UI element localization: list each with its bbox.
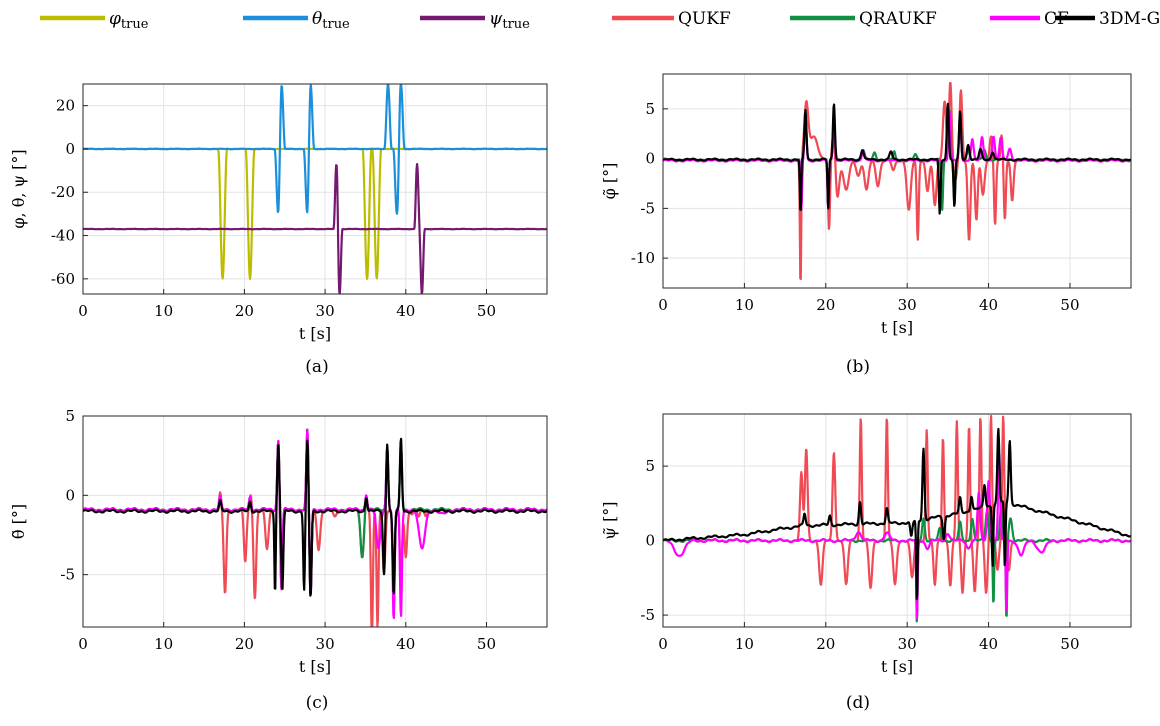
x-tick-label: 10	[154, 302, 173, 320]
x-tick-label: 20	[816, 635, 835, 653]
x-axis-label: t [s]	[881, 657, 913, 676]
legend-entry-QUKF: QUKF	[612, 9, 731, 29]
y-tick-label: 20	[56, 97, 75, 115]
panel-label: (b)	[846, 357, 870, 377]
legend-entry-phi_true: φtrue	[40, 9, 149, 32]
axes-frame	[82, 415, 548, 628]
chart-panel-a: 0 10 20 30 40 50 20 0 -20 -40 -60 t [s] φ, θ, ψ [°] (…	[9, 83, 548, 377]
y-tick-label: -60	[51, 270, 75, 288]
legend-label-QUKF: QUKF	[678, 9, 731, 29]
y-tick-label: -5	[60, 566, 75, 584]
x-tick-label: 0	[658, 296, 668, 314]
y-axis-label: ψ̃ [°]	[600, 501, 619, 539]
legend-entry-theta_true: θtrue	[243, 9, 350, 32]
y-tick-label: 5	[645, 100, 655, 118]
y-tick-label: 0	[645, 532, 655, 550]
legend-entry-GX1: 3DM-GX1	[1055, 9, 1160, 29]
y-tick-label: -10	[631, 249, 655, 267]
series-line-CF	[663, 452, 1131, 620]
x-axis-label: t [s]	[881, 318, 913, 337]
x-tick-label: 30	[316, 302, 335, 320]
legend-entry-psi_true: ψtrue	[420, 9, 530, 32]
axes-frame	[662, 413, 1132, 628]
x-tick-label: 40	[979, 635, 998, 653]
series-line-psi_true	[83, 162, 547, 294]
x-tick-label: 0	[78, 635, 88, 653]
x-tick-label: 50	[477, 635, 496, 653]
series-line-CF	[83, 428, 547, 620]
legend-entry-QRAUKF: QRAUKF	[790, 9, 937, 29]
plot-area	[663, 414, 1131, 627]
plot-area	[83, 84, 547, 294]
x-tick-label: 10	[735, 635, 754, 653]
legend-label-GX1: 3DM-GX1	[1099, 9, 1160, 29]
x-tick-label: 30	[316, 635, 335, 653]
x-tick-label: 50	[1060, 635, 1079, 653]
plot-area	[663, 74, 1131, 288]
x-tick-label: 0	[658, 635, 668, 653]
x-tick-label: 40	[979, 296, 998, 314]
y-tick-label: -5	[640, 199, 655, 217]
panel-label: (c)	[306, 693, 329, 713]
panel-label: (a)	[305, 357, 328, 377]
axes-frame	[662, 73, 1132, 289]
y-axis-label: θ̃ [°]	[9, 504, 28, 539]
series-group	[663, 414, 1131, 623]
x-tick-label: 50	[1060, 296, 1079, 314]
x-axis-label: t [s]	[299, 324, 331, 343]
series-line-GX1	[663, 102, 1131, 215]
y-axis-label: φ, θ, ψ [°]	[9, 149, 28, 228]
series-group	[663, 81, 1131, 281]
series-line-GX1	[663, 427, 1131, 600]
legend: φtrueθtrueψtrueQUKFQRAUKFCF3DM-GX1	[40, 9, 1160, 32]
series-group	[83, 84, 547, 294]
y-tick-label: 0	[645, 150, 655, 168]
legend-label-QRAUKF: QRAUKF	[859, 9, 937, 29]
y-tick-label: 5	[645, 457, 655, 475]
y-tick-label: -5	[640, 606, 655, 624]
y-axis-label: φ̃ [°]	[600, 163, 619, 200]
x-tick-label: 0	[78, 302, 88, 320]
x-tick-label: 20	[235, 302, 254, 320]
panel-label: (d)	[846, 693, 870, 713]
x-tick-label: 30	[898, 296, 917, 314]
y-tick-label: -40	[51, 227, 75, 245]
x-tick-label: 10	[154, 635, 173, 653]
x-tick-label: 40	[396, 635, 415, 653]
x-tick-label: 20	[235, 635, 254, 653]
x-tick-label: 10	[735, 296, 754, 314]
y-tick-label: 0	[65, 140, 75, 158]
x-tick-label: 20	[816, 296, 835, 314]
series-line-GX1	[83, 437, 547, 597]
x-tick-label: 40	[396, 302, 415, 320]
x-tick-label: 30	[898, 635, 917, 653]
x-axis-label: t [s]	[299, 657, 331, 676]
legend-label-theta_true: θtrue	[312, 9, 350, 32]
y-tick-label: -20	[51, 183, 75, 201]
legend-label-psi_true: ψtrue	[489, 9, 530, 32]
series-line-theta_true	[83, 84, 547, 215]
y-tick-label: 5	[65, 407, 75, 425]
x-tick-label: 50	[477, 302, 496, 320]
axes-frame	[82, 83, 548, 295]
legend-label-phi_true: φtrue	[109, 9, 149, 32]
series-group	[83, 428, 547, 627]
y-tick-label: 0	[65, 486, 75, 504]
